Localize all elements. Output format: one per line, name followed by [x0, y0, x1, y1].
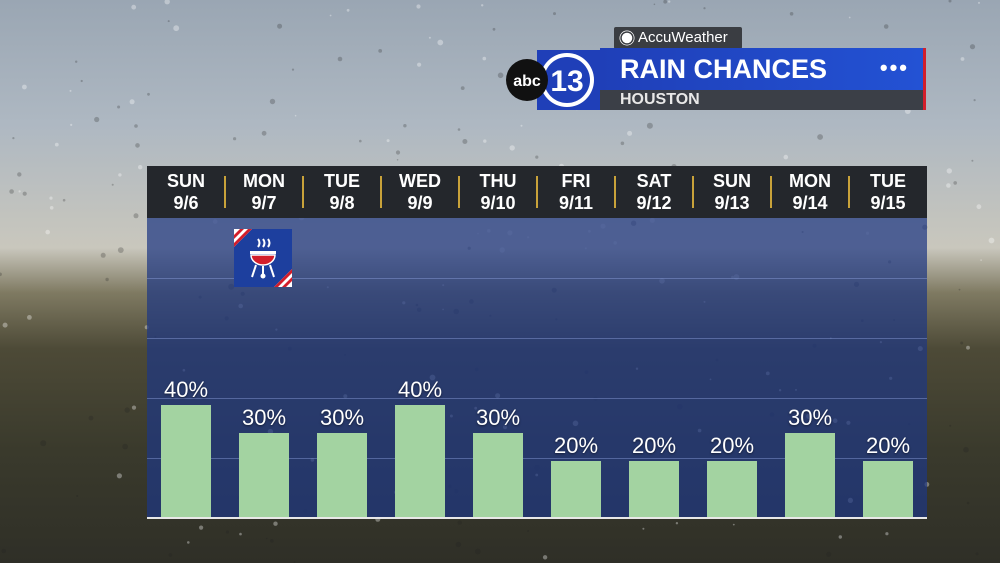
- day-label: MON: [243, 171, 285, 191]
- rain-chance-bar: [317, 433, 367, 517]
- day-separator: [536, 176, 538, 208]
- day-separator: [458, 176, 460, 208]
- date-label: 9/11: [558, 193, 594, 213]
- rain-chance-label: 20%: [553, 433, 599, 458]
- date-label: 9/7: [251, 193, 277, 213]
- rain-chance-label: 30%: [475, 405, 521, 430]
- day-label: TUE: [870, 171, 906, 191]
- menu-dots-icon: •••: [879, 55, 909, 80]
- gridline: [147, 458, 927, 459]
- date-label: 9/14: [792, 193, 828, 213]
- rain-chance-bar: [629, 461, 679, 517]
- date-label: 9/8: [329, 193, 355, 213]
- rain-chance-bar: [161, 405, 211, 517]
- day-header: SUN 9/6 MON 9/7 TUE 9/8 WED 9/9 THU 9/10 FRI 9/11 SA…: [147, 166, 927, 218]
- location-label: HOUSTON: [620, 91, 700, 108]
- rain-chance-bar: [863, 461, 913, 517]
- station-number: 13: [550, 65, 583, 98]
- day-label: MON: [789, 171, 831, 191]
- rain-chance-bar: [707, 461, 757, 517]
- day-separator: [848, 176, 850, 208]
- day-separator: [224, 176, 226, 208]
- location-bar: HOUSTON: [600, 90, 926, 110]
- rain-chance-label: 40%: [397, 377, 443, 402]
- day-column-header: SUN 9/6: [147, 166, 225, 218]
- title-bar: RAIN CHANCES •••: [600, 48, 926, 90]
- date-label: 9/9: [407, 193, 433, 213]
- accuweather-tag: AccuWeather: [614, 27, 742, 49]
- rain-chance-label: 30%: [787, 405, 833, 430]
- station-abc: abc: [513, 73, 541, 90]
- date-label: 9/13: [714, 193, 750, 213]
- rain-chance-label: 20%: [865, 433, 911, 458]
- page-title: RAIN CHANCES: [620, 54, 828, 84]
- day-separator: [614, 176, 616, 208]
- rain-chance-bar: [785, 433, 835, 517]
- day-column-header: THU 9/10: [459, 166, 537, 218]
- date-label: 9/15: [870, 193, 906, 213]
- day-column-header: TUE 9/8: [303, 166, 381, 218]
- bbq-grill-icon: [234, 229, 292, 287]
- day-separator: [770, 176, 772, 208]
- rain-chance-label: 20%: [631, 433, 677, 458]
- date-label: 9/12: [636, 193, 672, 213]
- rain-chance-label: 30%: [319, 405, 365, 430]
- rain-chance-bar: [551, 461, 601, 517]
- rain-chance-bar: [395, 405, 445, 517]
- accuweather-label: AccuWeather: [638, 29, 728, 46]
- day-column-header: SUN 9/13: [693, 166, 771, 218]
- day-label: WED: [399, 171, 441, 191]
- day-label: THU: [479, 171, 517, 191]
- gridline: [147, 398, 927, 399]
- sun-icon: [621, 32, 633, 44]
- day-separator: [302, 176, 304, 208]
- gridline: [147, 338, 927, 339]
- day-separator: [692, 176, 694, 208]
- day-column-header: TUE 9/15: [849, 166, 927, 218]
- day-label: FRI: [561, 171, 591, 191]
- rain-chance-bar: [473, 433, 523, 517]
- x-axis-baseline: [147, 517, 927, 519]
- day-label: TUE: [324, 171, 360, 191]
- day-column-header: FRI 9/11: [537, 166, 615, 218]
- rain-chance-label: 30%: [241, 405, 287, 430]
- date-label: 9/10: [480, 193, 516, 213]
- date-label: 9/6: [173, 193, 199, 213]
- rain-chance-label: 20%: [709, 433, 755, 458]
- day-label: SUN: [166, 171, 205, 191]
- day-separator: [380, 176, 382, 208]
- rain-chance-bar: [239, 433, 289, 517]
- gridline: [147, 278, 927, 279]
- day-column-header: MON 9/14: [771, 166, 849, 218]
- rain-chance-label: 40%: [163, 377, 209, 402]
- day-column-header: WED 9/9: [381, 166, 459, 218]
- day-label: SUN: [712, 171, 751, 191]
- abc13-logo: 13 abc: [506, 50, 601, 110]
- day-column-header: MON 9/7: [225, 166, 303, 218]
- day-label: SAT: [636, 171, 672, 191]
- day-column-header: SAT 9/12: [615, 166, 693, 218]
